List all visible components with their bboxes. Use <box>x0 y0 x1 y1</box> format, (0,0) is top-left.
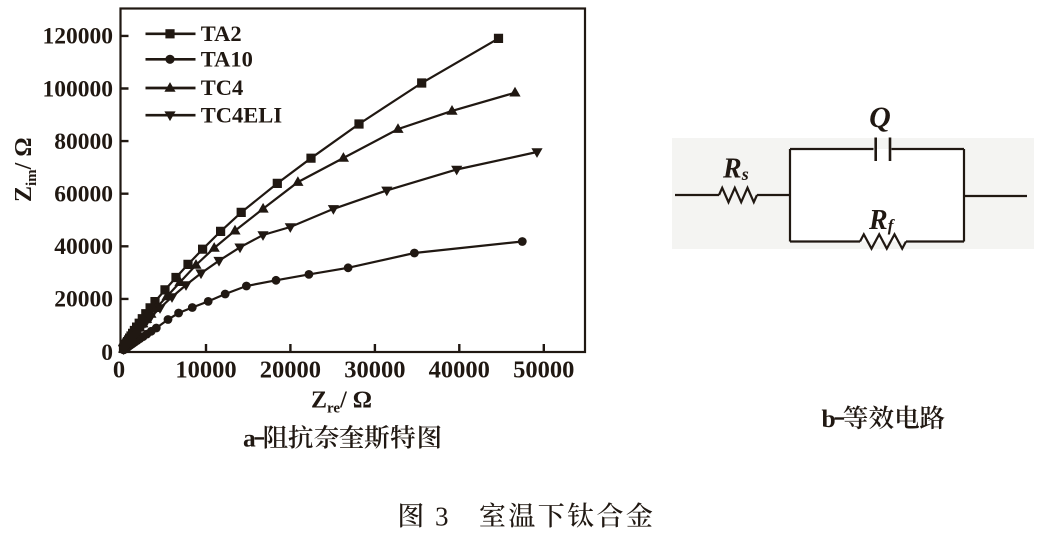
svg-text:TA2: TA2 <box>201 21 242 46</box>
svg-text:Zim/ Ω: Zim/ Ω <box>11 137 40 202</box>
svg-text:120000: 120000 <box>43 24 114 50</box>
svg-text:TA10: TA10 <box>201 46 253 71</box>
svg-text:80000: 80000 <box>54 129 113 155</box>
svg-text:3: 3 <box>435 501 449 531</box>
svg-text:a: a <box>243 424 256 453</box>
svg-text:20000: 20000 <box>260 356 321 383</box>
svg-text:50000: 50000 <box>513 356 574 383</box>
svg-text:Zre/ Ω: Zre/ Ω <box>311 388 372 417</box>
svg-text:20000: 20000 <box>54 287 113 313</box>
svg-text:TC4: TC4 <box>201 75 244 100</box>
svg-text:Q: Q <box>869 101 891 134</box>
svg-text:40000: 40000 <box>429 356 490 383</box>
svg-text:TC4ELI: TC4ELI <box>201 102 282 127</box>
svg-text:0: 0 <box>113 356 125 383</box>
svg-text:b: b <box>822 404 836 433</box>
svg-text:60000: 60000 <box>54 182 113 208</box>
svg-text:10000: 10000 <box>175 356 236 383</box>
svg-text:30000: 30000 <box>344 356 405 383</box>
svg-text:0: 0 <box>101 340 113 366</box>
svg-text:100000: 100000 <box>43 76 114 102</box>
svg-text:40000: 40000 <box>54 234 113 260</box>
